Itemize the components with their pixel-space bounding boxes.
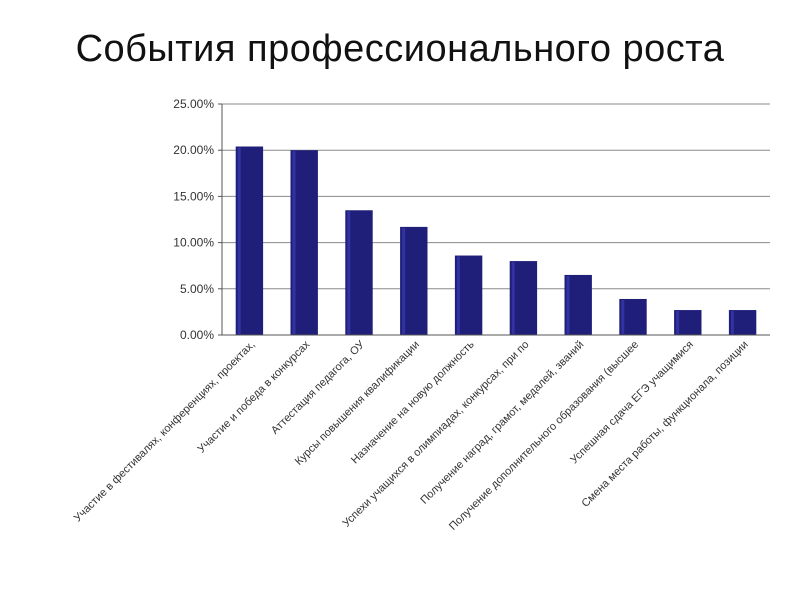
bar bbox=[619, 298, 647, 335]
bar-highlight bbox=[511, 262, 515, 334]
bar-highlight bbox=[730, 311, 734, 334]
y-tick-labels: 0.00% 5.00% 10.00% 15.00% 20.00% 25.00% bbox=[173, 97, 214, 342]
bar-highlight bbox=[621, 299, 625, 334]
bar bbox=[345, 210, 373, 335]
axes bbox=[221, 104, 770, 336]
y-tick-label: 25.00% bbox=[173, 97, 214, 111]
bar-highlight bbox=[402, 227, 406, 334]
x-tick-label: Получение дополнительного образования (в… bbox=[447, 339, 641, 533]
chart-title: События профессионального роста bbox=[75, 28, 725, 70]
bar bbox=[564, 274, 592, 335]
bar bbox=[235, 146, 264, 335]
x-tick-label: Успешная сдача ЕГЭ учащимися bbox=[568, 339, 696, 467]
y-tick-label: 20.00% bbox=[173, 143, 214, 157]
y-tick-label: 15.00% bbox=[173, 189, 214, 203]
y-tick-label: 5.00% bbox=[180, 282, 214, 296]
x-tick-label: Аттестация педагога, ОУ bbox=[269, 338, 368, 437]
x-tick-label: Участие в фестивалях, конференциях, прое… bbox=[72, 339, 258, 525]
bar-highlight bbox=[347, 211, 351, 334]
x-tick-label: Успехи учащихся в олимпиадах, конкурсах,… bbox=[341, 339, 532, 530]
y-tick-label: 10.00% bbox=[173, 236, 214, 250]
bar-highlight bbox=[237, 147, 241, 334]
bar bbox=[290, 150, 318, 335]
x-tick-label: Участие и победа в конкурсах bbox=[196, 338, 313, 455]
bar bbox=[400, 226, 428, 335]
bar-highlight bbox=[566, 275, 570, 334]
x-tick-labels: Участие в фестивалях, конференциях, прое… bbox=[72, 338, 751, 533]
bar bbox=[674, 310, 702, 335]
bar-highlight bbox=[292, 151, 296, 334]
bars bbox=[235, 146, 757, 335]
bar-highlight bbox=[456, 256, 460, 334]
bar bbox=[728, 310, 757, 335]
bar bbox=[454, 255, 483, 335]
bar-highlight bbox=[676, 311, 680, 334]
x-tick-label: Назначение на новую должность bbox=[349, 338, 477, 466]
bar bbox=[509, 261, 538, 335]
y-tick-label: 0.00% bbox=[180, 328, 214, 342]
